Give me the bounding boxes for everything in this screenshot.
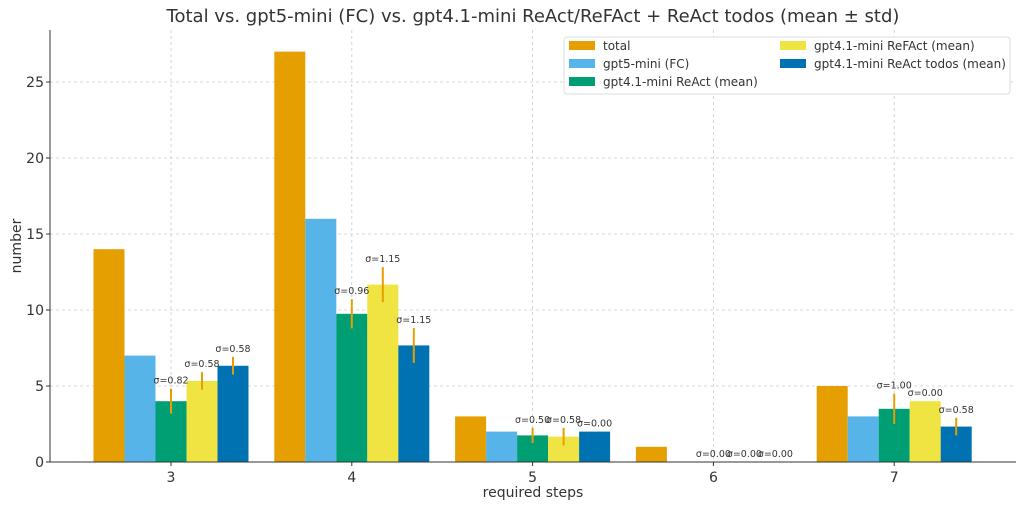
bar — [124, 355, 156, 462]
std-label: σ=0.82 — [153, 376, 188, 387]
bar — [486, 431, 518, 462]
bar — [455, 416, 487, 462]
legend-label: total — [603, 39, 630, 53]
std-label: σ=0.58 — [939, 405, 974, 416]
bar — [93, 249, 125, 462]
x-tick-label: 3 — [167, 470, 176, 486]
bar — [635, 446, 667, 462]
y-tick-label: 10 — [26, 303, 44, 319]
bar — [274, 51, 306, 462]
legend-label: gpt4.1-mini ReAct todos (mean) — [814, 57, 1006, 71]
std-label: σ=1.15 — [365, 254, 400, 265]
y-tick-label: 20 — [26, 151, 44, 167]
x-tick-label: 6 — [709, 470, 718, 486]
legend-swatch — [569, 59, 595, 68]
bar — [579, 431, 611, 462]
chart-title: Total vs. gpt5-mini (FC) vs. gpt4.1-mini… — [166, 6, 900, 27]
std-label: σ=0.50 — [515, 415, 550, 426]
std-label: σ=0.00 — [908, 388, 943, 399]
legend-swatch — [569, 41, 595, 50]
legend-swatch — [780, 59, 806, 68]
y-tick-label: 0 — [35, 455, 44, 471]
bar — [909, 401, 941, 462]
bar — [816, 386, 848, 462]
bar — [217, 365, 249, 462]
legend-swatch — [780, 41, 806, 50]
bar — [367, 284, 399, 462]
bar — [305, 218, 337, 462]
std-label: σ=1.00 — [877, 381, 912, 392]
y-tick-label: 15 — [26, 227, 44, 243]
std-label: σ=0.58 — [184, 359, 219, 370]
y-axis-label: number — [9, 218, 25, 273]
bar — [186, 380, 218, 462]
std-label: σ=0.00 — [577, 419, 612, 430]
legend-label: gpt5-mini (FC) — [603, 57, 689, 71]
bar — [847, 416, 879, 462]
legend-label: gpt4.1-mini ReFAct (mean) — [814, 39, 975, 53]
std-label: σ=0.58 — [546, 415, 581, 426]
legend-swatch — [569, 77, 595, 86]
x-tick-label: 5 — [528, 470, 537, 486]
bar — [336, 313, 368, 462]
std-label: σ=1.15 — [396, 315, 431, 326]
std-label: σ=0.00 — [727, 449, 762, 460]
std-label: σ=0.00 — [758, 449, 793, 460]
x-axis-label: required steps — [483, 485, 584, 501]
legend-label: gpt4.1-mini ReAct (mean) — [603, 75, 758, 89]
bar — [398, 345, 430, 462]
std-label: σ=0.58 — [215, 344, 250, 355]
std-label: σ=0.96 — [334, 286, 369, 297]
std-label: σ=0.00 — [696, 449, 731, 460]
x-tick-label: 4 — [347, 470, 356, 486]
y-tick-label: 5 — [35, 379, 44, 395]
x-tick-label: 7 — [890, 470, 899, 486]
y-tick-label: 25 — [26, 75, 44, 91]
